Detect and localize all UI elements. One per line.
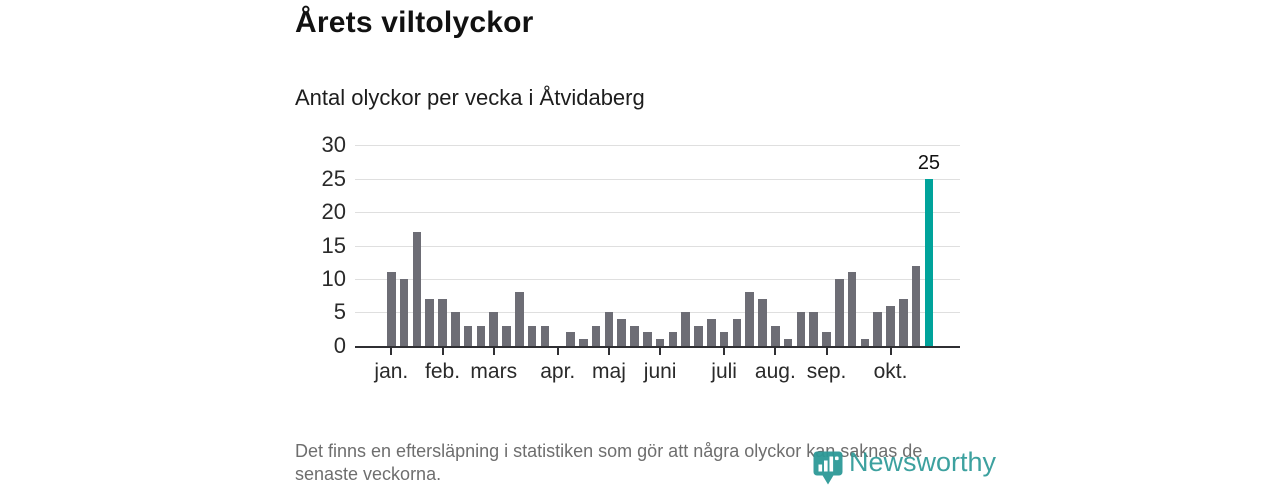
month-tick [390,348,392,355]
bar [797,312,806,345]
y-axis-label: 0 [300,334,346,358]
bar [861,339,870,346]
bar [515,292,524,345]
y-axis-label: 30 [300,133,346,157]
bar [771,326,780,346]
bar [899,299,908,346]
bar [566,332,575,345]
bar [822,332,831,345]
bar [489,312,498,345]
gridline [355,145,960,146]
month-tick [557,348,559,355]
bar [438,299,447,346]
bar [387,272,396,345]
bar [541,326,550,346]
bar [886,306,895,346]
bar [502,326,511,346]
gridline [355,279,960,280]
month-tick-label: sep. [792,361,862,383]
month-tick [890,348,892,355]
y-axis-label: 10 [300,267,346,291]
bar [451,312,460,345]
highlight-bar [925,179,934,346]
bar [733,319,742,346]
month-tick [774,348,776,355]
month-tick [608,348,610,355]
bar [707,319,716,346]
bar [681,312,690,345]
month-tick-label: okt. [856,361,926,383]
bar [592,326,601,346]
bar [873,312,882,345]
bar [400,279,409,346]
bar [912,266,921,346]
y-axis-label: 5 [300,300,346,324]
month-tick [659,348,661,355]
bar [758,299,767,346]
newsworthy-logo-text: Newsworthy [849,447,996,478]
bar-value-label: 25 [907,152,951,175]
month-tick [493,348,495,355]
bar [656,339,665,346]
month-tick-label: juni [625,361,695,383]
y-axis-label: 15 [300,234,346,258]
newsworthy-logo: Newsworthy [813,445,993,481]
bar [617,319,626,346]
x-axis-line [355,346,960,348]
bar [669,332,678,345]
y-axis-label: 20 [300,200,346,224]
bar [694,326,703,346]
bar [720,332,729,345]
bar [630,326,639,346]
bar [528,326,537,346]
gridline [355,212,960,213]
month-tick-label: mars [459,361,529,383]
bar [809,312,818,345]
bar [464,326,473,346]
month-tick [723,348,725,355]
month-tick [826,348,828,355]
gridline [355,179,960,180]
bar [579,339,588,346]
y-axis-label: 25 [300,167,346,191]
bar [605,312,614,345]
bar [835,279,844,346]
bar [413,232,422,346]
bar [848,272,857,345]
month-tick [442,348,444,355]
gridline [355,246,960,247]
bar [425,299,434,346]
bar [477,326,486,346]
bar [643,332,652,345]
bar [745,292,754,345]
bar [784,339,793,346]
